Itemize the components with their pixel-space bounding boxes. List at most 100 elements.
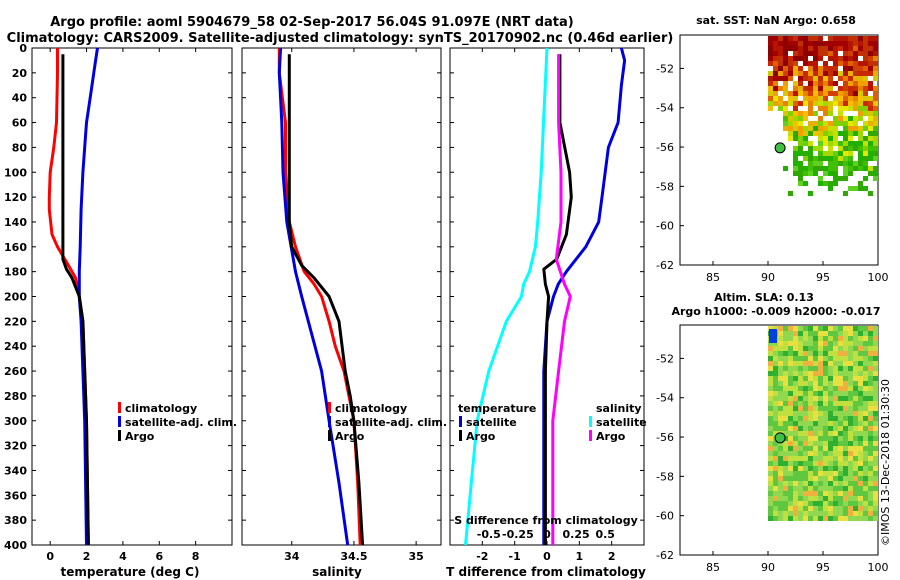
sst-cell [788, 96, 793, 101]
sst-cell [828, 81, 833, 86]
sla-cell [823, 421, 828, 426]
sla-cell [823, 331, 828, 336]
sst-cell [813, 156, 818, 161]
sla-cell [818, 391, 823, 396]
sla-cell [843, 396, 848, 401]
sst-cell [858, 131, 863, 136]
sla-cell [773, 391, 778, 396]
sla-cell [823, 501, 828, 506]
sla-cell [838, 466, 843, 471]
sla-cell [798, 471, 803, 476]
sst-cell [858, 156, 863, 161]
sla-cell [798, 501, 803, 506]
sst-cell [773, 51, 778, 56]
sst-cell [828, 86, 833, 91]
depth-tick-label: 0 [19, 42, 27, 55]
sst-cell [798, 151, 803, 156]
sla-cell [873, 441, 878, 446]
sst-cell [828, 151, 833, 156]
sst-cell [773, 46, 778, 51]
sla-cell [778, 381, 783, 386]
sla-cell [823, 386, 828, 391]
sla-cell [833, 496, 838, 501]
sst-cell [843, 56, 848, 61]
sla-cell [848, 511, 853, 516]
legend-swatch-temp-satellite [459, 416, 462, 427]
sla-cell [858, 501, 863, 506]
sst-cell [833, 181, 838, 186]
sla-cell [833, 421, 838, 426]
sla-cell [793, 351, 798, 356]
sst-cell [823, 86, 828, 91]
sst-cell [838, 176, 843, 181]
sst-cell [843, 166, 848, 171]
sst-cell [803, 46, 808, 51]
sst-cell [873, 41, 878, 46]
sla-cell [863, 471, 868, 476]
sst-cell [823, 121, 828, 126]
sst-cell [798, 126, 803, 131]
sla-cell [788, 456, 793, 461]
sst-cell [858, 51, 863, 56]
sla-cell [833, 326, 838, 331]
sla-cell [803, 506, 808, 511]
sla-cell [818, 366, 823, 371]
map-y-tick-label: -52 [656, 352, 674, 365]
sla-cell [863, 346, 868, 351]
sla-cell [873, 416, 878, 421]
sst-cell [823, 51, 828, 56]
sst-cell [803, 131, 808, 136]
sla-cell [873, 486, 878, 491]
sla-cell [853, 356, 858, 361]
depth-tick-label: 340 [4, 464, 27, 477]
legend-label-satellite: satellite-adj. clim. [335, 416, 447, 429]
depth-tick-label: 120 [4, 191, 27, 204]
sla-cell [778, 421, 783, 426]
sla-cell [848, 396, 853, 401]
sla-cell [833, 486, 838, 491]
sla-cell [853, 516, 858, 521]
sla-cell [848, 356, 853, 361]
sla-cell [793, 441, 798, 446]
temperature-xlabel: temperature (deg C) [61, 565, 200, 579]
sla-cell [783, 361, 788, 366]
sla-cell [863, 441, 868, 446]
sla-cell [868, 471, 873, 476]
sst-cell [843, 36, 848, 41]
sla-cell [808, 466, 813, 471]
sst-cell [803, 116, 808, 121]
sst-cell [858, 161, 863, 166]
sla-cell [798, 466, 803, 471]
sla-cell [828, 386, 833, 391]
sla-cell [773, 351, 778, 356]
sla-cell [808, 341, 813, 346]
argo-position-marker [774, 432, 786, 444]
sla-cell [768, 396, 773, 401]
sla-cell [793, 496, 798, 501]
sla-cell [768, 481, 773, 486]
sst-cell [798, 86, 803, 91]
sla-cell [863, 511, 868, 516]
sst-cell [793, 71, 798, 76]
sla-cell [868, 391, 873, 396]
sla-cell [873, 511, 878, 516]
sla-cell [853, 476, 858, 481]
sst-cell [808, 61, 813, 66]
x-tick-label: 6 [155, 550, 163, 563]
sla-cell [783, 451, 788, 456]
sla-cell [863, 486, 868, 491]
sla-cell [833, 471, 838, 476]
sla-cell [778, 351, 783, 356]
sla-cell [823, 391, 828, 396]
sla-cell [798, 326, 803, 331]
sst-cell [808, 96, 813, 101]
sst-cell [853, 41, 858, 46]
sla-cell [868, 411, 873, 416]
sst-cell [868, 96, 873, 101]
sla-cell [778, 466, 783, 471]
sla-cell [798, 361, 803, 366]
sst-cell [828, 56, 833, 61]
sla-cell [773, 401, 778, 406]
sla-cell [838, 406, 843, 411]
sst-cell [768, 91, 773, 96]
